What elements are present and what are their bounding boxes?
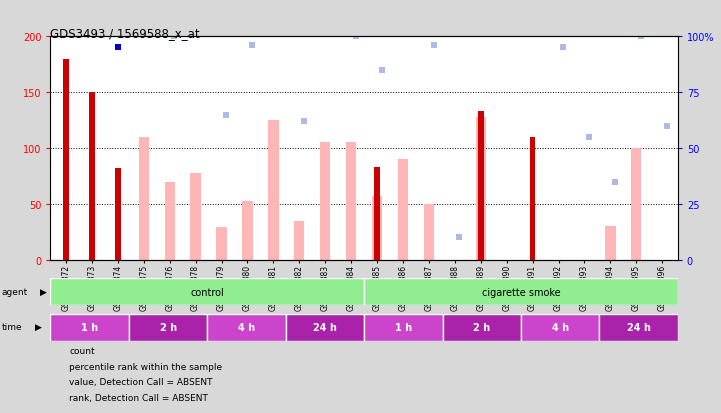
Text: 4 h: 4 h [552, 322, 569, 332]
Bar [286, 314, 364, 341]
Bar [138, 138, 149, 260]
Text: control: control [190, 287, 224, 297]
Bar [89, 93, 94, 260]
Text: agent: agent [1, 287, 27, 297]
Bar [374, 168, 380, 260]
Text: rank, Detection Call = ABSENT: rank, Detection Call = ABSENT [69, 393, 208, 402]
Text: ▶: ▶ [35, 323, 42, 332]
Text: count: count [69, 346, 95, 355]
Bar [216, 228, 226, 260]
Text: 2 h: 2 h [473, 322, 490, 332]
Bar [364, 314, 443, 341]
Bar [631, 149, 642, 260]
Bar [164, 182, 175, 260]
Text: 2 h: 2 h [159, 322, 177, 332]
Bar [476, 117, 486, 260]
Bar [294, 221, 304, 260]
Bar [346, 143, 356, 260]
Text: cigarette smoke: cigarette smoke [482, 287, 560, 297]
Bar [443, 314, 521, 341]
Bar [115, 169, 120, 260]
Text: time: time [1, 323, 22, 332]
Bar [190, 173, 201, 260]
Bar [129, 314, 208, 341]
Text: 1 h: 1 h [81, 322, 98, 332]
Bar [364, 279, 678, 306]
Text: 4 h: 4 h [238, 322, 255, 332]
Bar [424, 204, 434, 260]
Bar [50, 314, 129, 341]
Bar [208, 314, 286, 341]
Text: ▶: ▶ [40, 287, 47, 297]
Bar [478, 112, 484, 260]
Bar [599, 314, 678, 341]
Bar [530, 138, 536, 260]
Bar [605, 227, 616, 260]
Bar [521, 314, 599, 341]
Bar [50, 279, 364, 306]
Bar [268, 121, 278, 260]
Text: 24 h: 24 h [313, 322, 337, 332]
Text: GDS3493 / 1569588_x_at: GDS3493 / 1569588_x_at [50, 27, 200, 40]
Bar [320, 143, 330, 260]
Text: percentile rank within the sample: percentile rank within the sample [69, 362, 222, 371]
Bar [398, 160, 408, 260]
Text: 24 h: 24 h [627, 322, 650, 332]
Bar [242, 201, 252, 260]
Bar [63, 59, 69, 260]
Bar [372, 197, 382, 260]
Text: value, Detection Call = ABSENT: value, Detection Call = ABSENT [69, 377, 213, 387]
Text: 1 h: 1 h [394, 322, 412, 332]
